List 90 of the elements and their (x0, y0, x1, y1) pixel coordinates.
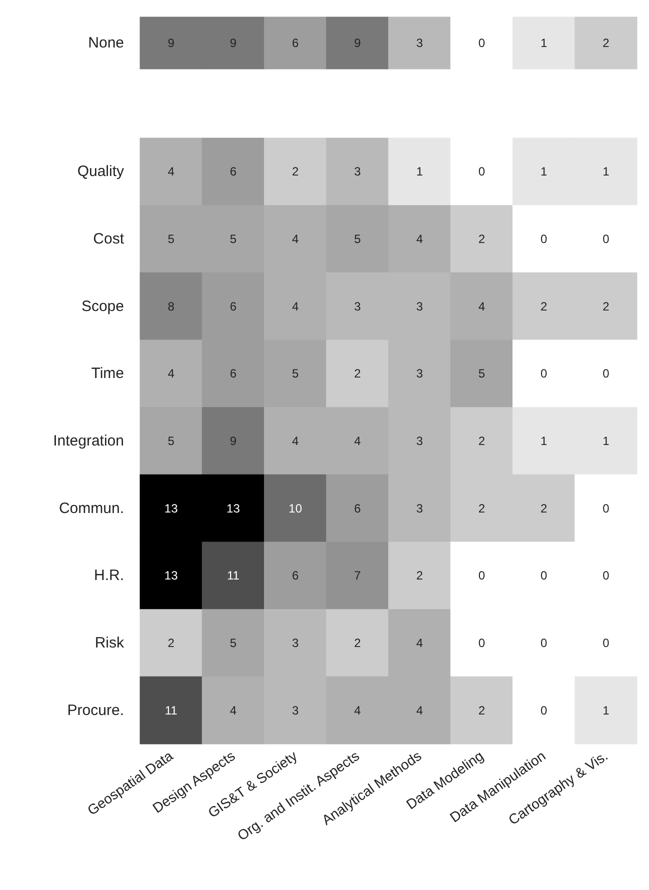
data-label: 0 (602, 501, 610, 516)
data-label: 5 (168, 434, 175, 448)
data-label: 0 (540, 568, 548, 583)
data-label: 0 (602, 636, 610, 650)
data-label: 4 (416, 232, 424, 246)
data-label: 6 (230, 366, 237, 381)
data-label: 1 (540, 164, 548, 179)
data-label: 2 (416, 568, 424, 583)
data-label: 5 (354, 232, 362, 246)
data-label: 0 (540, 232, 548, 246)
data-label: 11 (164, 703, 178, 718)
data-label: 0 (602, 232, 610, 246)
data-label: 5 (168, 232, 175, 246)
data-label: 3 (292, 636, 299, 650)
data-label: 7 (354, 568, 362, 583)
data-label: 2 (354, 636, 362, 650)
data-label: 9 (230, 36, 237, 50)
data-label: 0 (540, 636, 548, 650)
data-label: 3 (354, 299, 362, 314)
data-label: 6 (292, 36, 299, 50)
data-label: 4 (168, 164, 175, 179)
data-label: 4 (230, 703, 237, 718)
data-label: 2 (478, 232, 486, 246)
data-label: 9 (168, 36, 175, 50)
data-label: 4 (292, 434, 299, 448)
data-label: 4 (354, 434, 362, 448)
data-label: 2 (478, 501, 486, 516)
data-label: 2 (540, 299, 548, 314)
data-label: 1 (540, 434, 548, 448)
data-label: 13 (164, 501, 178, 516)
data-label: 0 (478, 164, 486, 179)
data-label: 4 (168, 366, 175, 381)
data-label: 0 (602, 366, 610, 381)
data-label: 6 (354, 501, 362, 516)
data-label: 1 (416, 164, 424, 179)
data-label: 2 (168, 636, 175, 650)
data-label: 3 (416, 434, 424, 448)
data-label: 11 (226, 568, 240, 583)
y-tick-label: Time (91, 365, 124, 382)
data-label: 13 (226, 501, 240, 516)
data-label: 3 (416, 36, 424, 50)
data-label: 5 (230, 636, 237, 650)
data-label: 4 (478, 299, 486, 314)
data-label: 0 (478, 568, 486, 583)
data-label: 5 (230, 232, 237, 246)
data-label: 4 (292, 232, 299, 246)
data-label: 0 (540, 366, 548, 381)
data-label: 6 (230, 299, 237, 314)
data-label: 9 (354, 36, 362, 50)
data-label: 2 (354, 366, 362, 381)
data-label: 0 (602, 568, 610, 583)
y-tick-label: Commun. (58, 500, 124, 517)
data-label: 2 (602, 299, 610, 314)
data-label: 1 (602, 164, 610, 179)
data-label: 1 (602, 703, 610, 718)
data-label: 3 (416, 501, 424, 516)
data-label: 2 (292, 164, 299, 179)
data-label: 4 (354, 703, 362, 718)
data-label: 3 (354, 164, 362, 179)
y-tick-label: Procure. (67, 702, 124, 719)
data-label: 2 (540, 501, 548, 516)
data-label: 5 (478, 366, 486, 381)
data-label: 1 (602, 434, 610, 448)
data-label: 4 (416, 703, 424, 718)
data-label: 10 (288, 501, 302, 516)
data-label: 0 (478, 36, 486, 50)
data-label: 8 (168, 299, 175, 314)
data-label: 2 (478, 434, 486, 448)
data-label: 2 (602, 36, 610, 50)
y-tick-label: Cost (93, 230, 125, 248)
data-label: 2 (478, 703, 486, 718)
data-label: 9 (230, 434, 237, 448)
y-tick-label: Quality (77, 163, 124, 180)
data-label: 6 (292, 568, 299, 583)
y-tick-label: Risk (94, 634, 124, 652)
y-tick-label: Scope (81, 298, 124, 315)
y-tick-label: Integration (53, 432, 124, 450)
data-label: 1 (540, 36, 548, 50)
data-label: 0 (478, 636, 486, 650)
data-label: 6 (230, 164, 237, 179)
data-label: 4 (416, 636, 424, 650)
y-tick-label: None (88, 34, 124, 52)
data-label: 3 (416, 366, 424, 381)
y-tick-label: H.R. (94, 567, 124, 584)
data-label: 3 (292, 703, 299, 718)
data-label: 3 (416, 299, 424, 314)
data-label: 13 (164, 568, 178, 583)
data-label: 4 (292, 299, 299, 314)
data-label: 0 (540, 703, 548, 718)
data-label: 5 (292, 366, 299, 381)
